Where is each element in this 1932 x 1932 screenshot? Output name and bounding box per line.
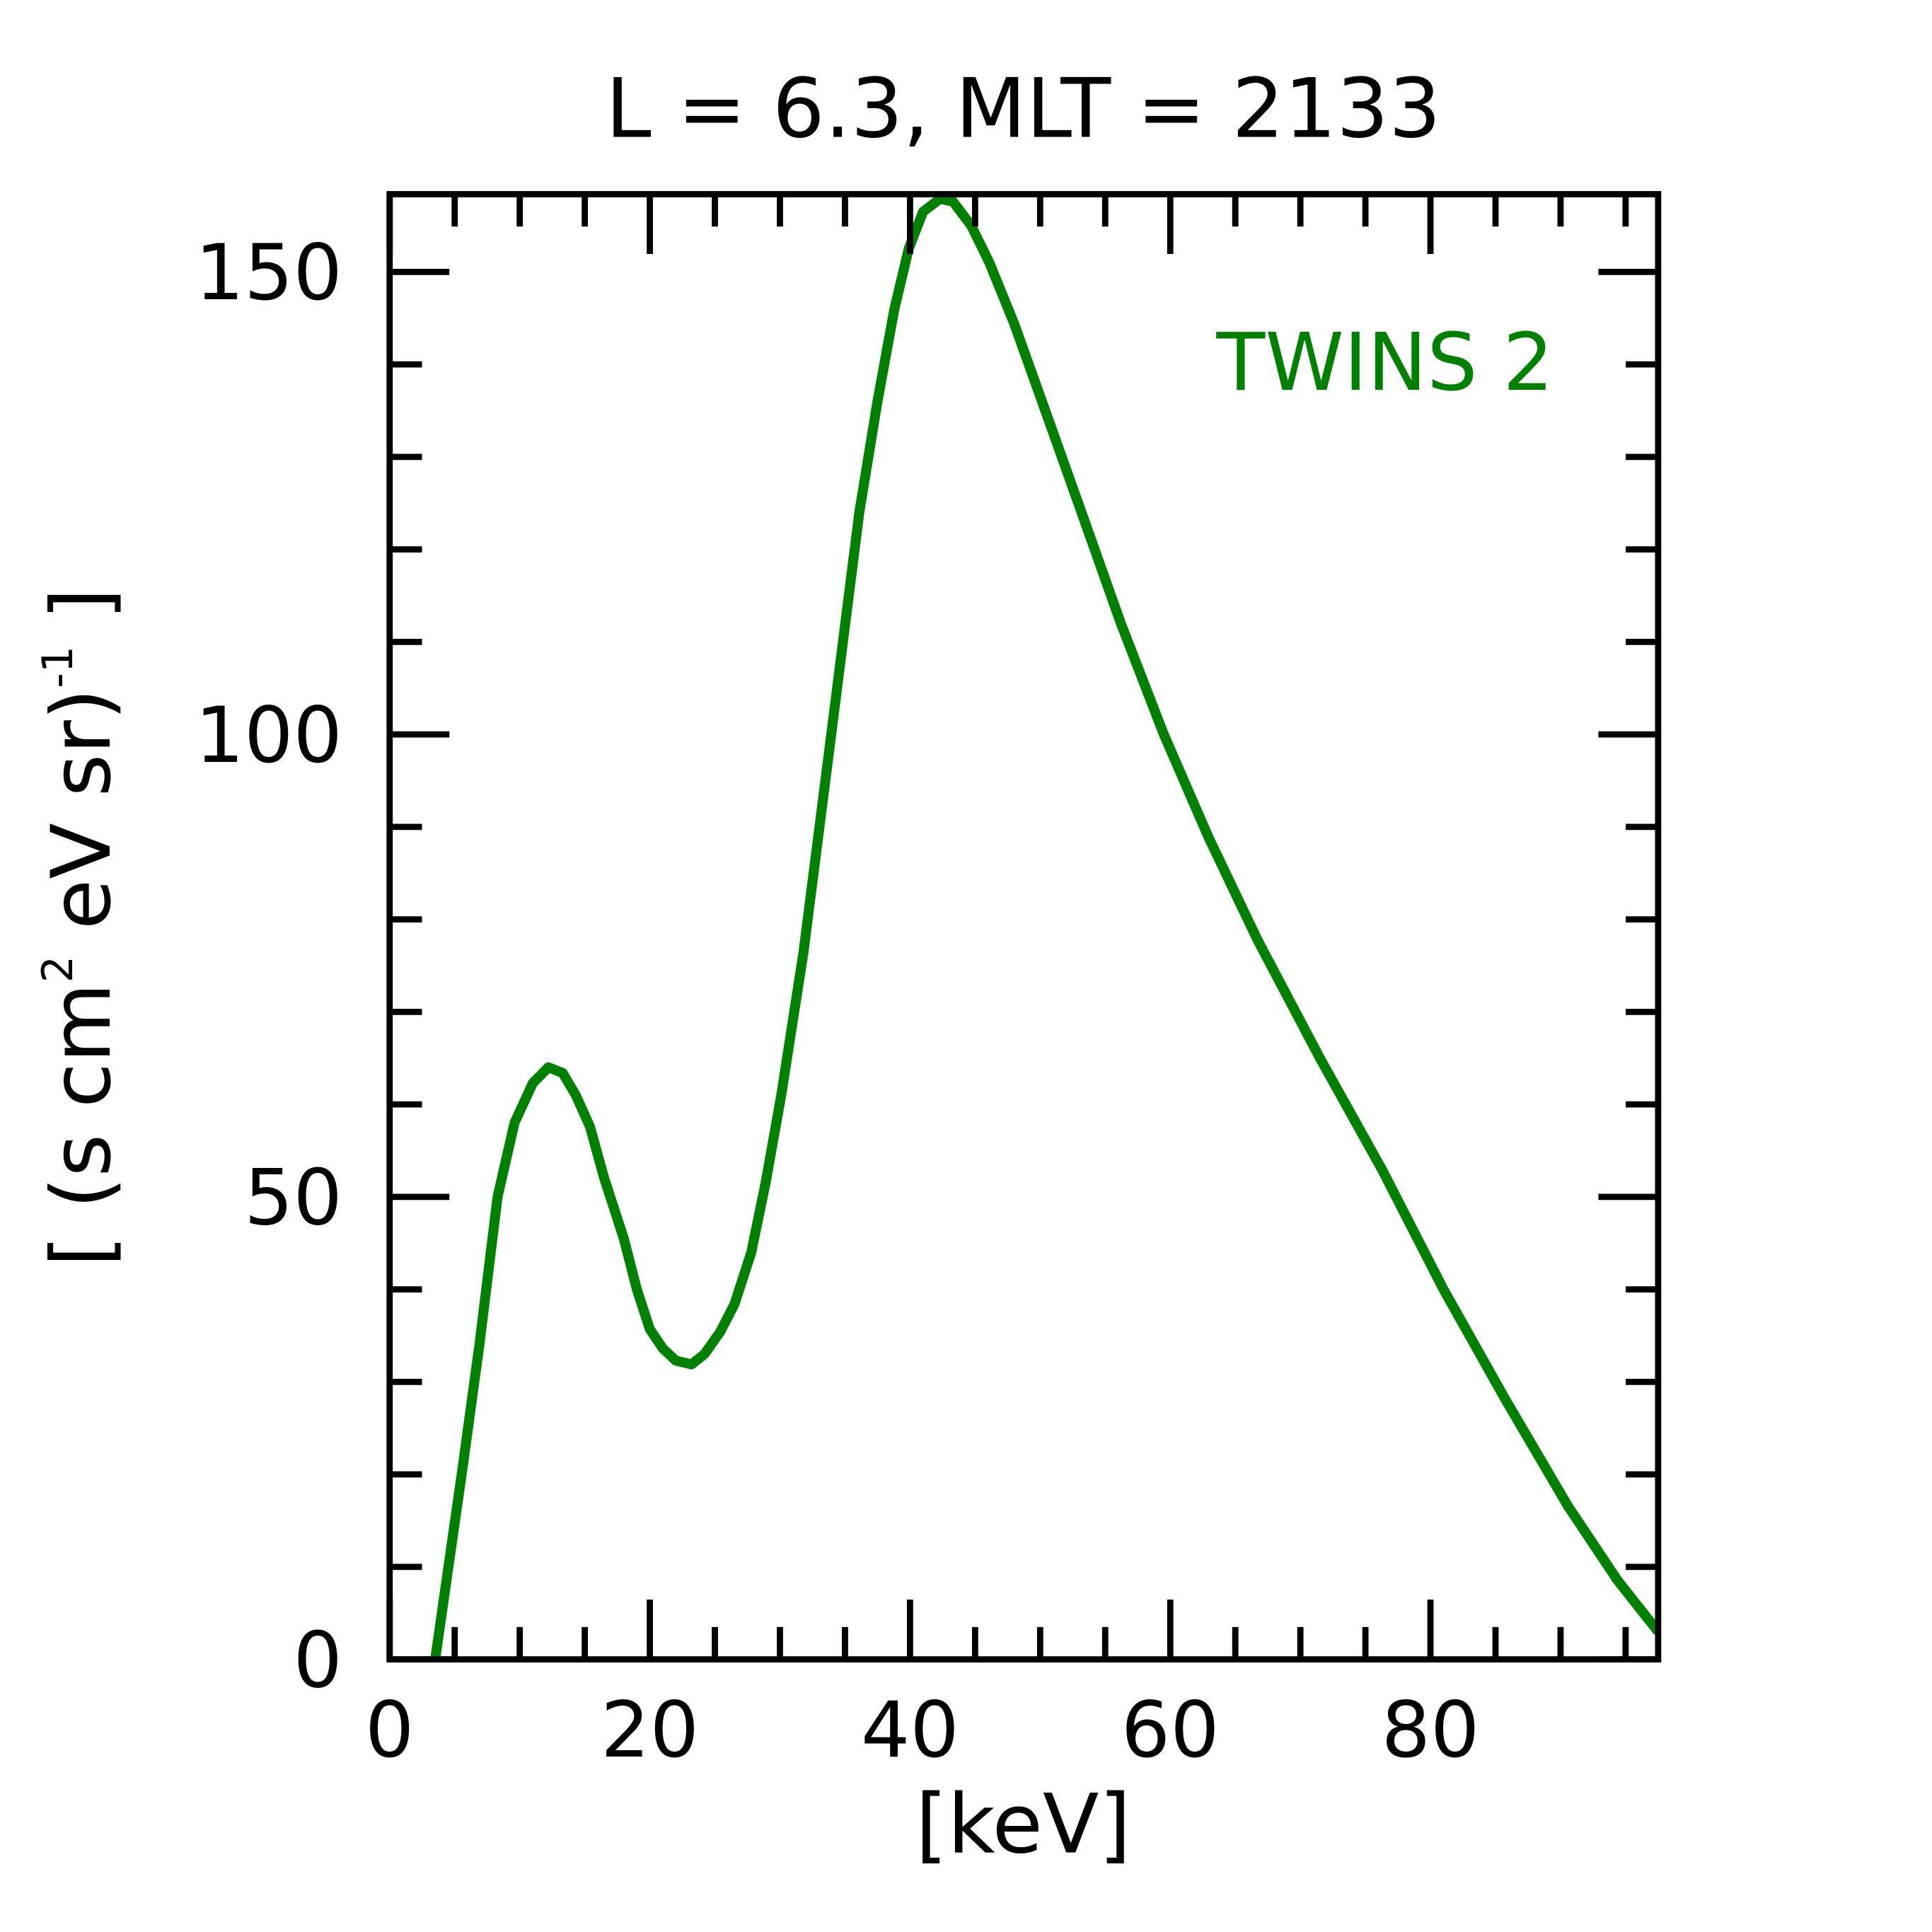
x-tick-label: 20	[601, 1685, 699, 1775]
y-tick-label: 150	[195, 228, 342, 318]
series-line-twins-2	[430, 194, 1658, 1660]
x-axis-label: [keV]	[915, 1776, 1131, 1872]
x-tick-label: 60	[1121, 1685, 1220, 1775]
chart-title: L = 6.3, MLT = 2133	[606, 62, 1441, 157]
x-tick-label: 80	[1382, 1685, 1480, 1775]
y-tick-label: 0	[294, 1615, 342, 1705]
y-tick-label: 100	[195, 690, 342, 780]
y-tick-label: 50	[244, 1153, 342, 1243]
y-axis-label: [ (s cm2 eV sr)-1 ]	[33, 588, 129, 1267]
x-tick-label: 0	[365, 1685, 414, 1775]
legend-label: TWINS 2	[1216, 316, 1554, 409]
plot-frame	[386, 191, 1662, 1663]
x-tick-label: 40	[861, 1685, 959, 1775]
